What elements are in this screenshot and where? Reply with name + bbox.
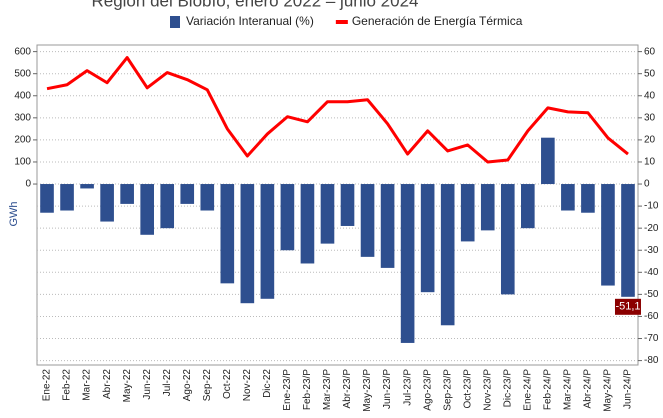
x-tick-label: Abr-23/P: [342, 369, 353, 409]
bar: [80, 184, 94, 189]
bar: [200, 184, 215, 211]
x-tick-label: Mar-24/P: [563, 369, 574, 410]
x-tick-label: Jul-23/P: [402, 369, 413, 406]
x-tick-label: Feb-23/P: [302, 369, 313, 410]
x-tick-label: Ago-22: [182, 369, 193, 402]
bar: [460, 184, 475, 242]
y-tick-label: 200: [14, 135, 31, 146]
y2-tick-label: 40: [644, 90, 656, 101]
x-tick-label: Dic-23/P: [502, 369, 513, 408]
bar: [420, 184, 435, 293]
bar: [220, 184, 235, 284]
y-tick-label: 100: [14, 157, 31, 168]
bar: [500, 184, 515, 295]
y2-tick-label: 20: [644, 135, 656, 146]
y2-tick-label: 50: [644, 68, 656, 79]
y-axis-label: GWh: [8, 201, 20, 226]
bar: [60, 184, 74, 211]
bar: [40, 184, 54, 213]
y2-tick-label: -20: [644, 223, 659, 234]
bar: [120, 184, 134, 204]
x-tick-label: Feb-22: [62, 369, 73, 401]
x-tick-label: Nov-23/P: [482, 369, 493, 411]
bar: [380, 184, 395, 268]
bar: [180, 184, 195, 204]
x-tick-label: Abr-22: [102, 369, 113, 399]
x-tick-label: May-22: [122, 369, 133, 403]
x-tick-label: Sep-22: [202, 369, 213, 402]
y-tick-label: 300: [14, 112, 31, 123]
bar: [240, 184, 255, 304]
bar: [280, 184, 295, 251]
y2-tick-label: -40: [644, 267, 659, 278]
x-tick-label: Mar-23/P: [322, 369, 333, 410]
x-tick-label: Ene-23/P: [282, 369, 293, 411]
plot-frame: [36, 44, 639, 366]
legend-label: Generación de Energía Térmica: [352, 14, 523, 28]
y-tick-label: 400: [14, 90, 31, 101]
bar: [400, 184, 415, 343]
x-tick-label: Abr-24/P: [583, 369, 594, 409]
bar: [521, 184, 535, 229]
x-tick-label: Jun-24/P: [623, 369, 634, 409]
x-tick-label: May-23/P: [362, 369, 373, 412]
bar: [581, 184, 595, 213]
data-label: -51,1: [615, 301, 640, 313]
x-tick-label: Nov-22: [242, 369, 253, 402]
bar: [340, 184, 355, 226]
x-tick-label: Jul-22: [162, 369, 173, 397]
x-tick-label: Mar-22: [82, 369, 93, 401]
x-tick-label: Jun-23/P: [382, 369, 393, 409]
bar: [480, 184, 495, 231]
bar: [160, 184, 175, 229]
x-tick-label: Ene-24/P: [522, 369, 533, 411]
y2-tick-label: -70: [644, 333, 659, 344]
y2-tick-label: -60: [644, 311, 659, 322]
y2-tick-label: 0: [644, 179, 650, 190]
line: [46, 56, 629, 164]
x-tick-label: Feb-24/P: [542, 369, 553, 410]
bar: [260, 184, 275, 299]
bar: [561, 184, 575, 211]
x-tick-label: Oct-22: [222, 369, 233, 399]
y2-tick-label: -80: [644, 355, 659, 366]
bar: [360, 184, 375, 257]
y2-tick-label: -30: [644, 245, 659, 256]
y2-tick-label: 60: [644, 46, 656, 57]
bar: [140, 184, 154, 235]
y2-tick-label: -50: [644, 289, 659, 300]
chart-title: Región del Biobío, enero 2022 – junio 20…: [91, 0, 418, 10]
y2-tick-label: 10: [644, 157, 656, 168]
bar: [601, 184, 615, 286]
x-tick-label: Sep-23/P: [442, 369, 453, 411]
y2-tick-label: -10: [644, 201, 659, 212]
x-tick-label: Ene-22: [42, 369, 53, 402]
x-tick-label: Oct-23/P: [462, 369, 473, 409]
data-label-box: [614, 298, 641, 315]
y-tick-label: 500: [14, 68, 31, 79]
x-tick-label: Dic-22: [262, 369, 273, 398]
legend-swatch: [335, 20, 348, 24]
legend-label: Variación Interanual (%): [186, 14, 314, 28]
x-tick-label: Jun-22: [142, 369, 153, 400]
y-tick-label: 600: [14, 46, 31, 57]
bar: [541, 137, 555, 185]
bar: [100, 184, 114, 222]
bar: [300, 184, 315, 264]
legend-swatch: [170, 16, 180, 28]
bar: [440, 184, 455, 326]
y-tick-label: 0: [25, 179, 31, 190]
bar: [320, 184, 335, 244]
bar: [621, 184, 635, 297]
x-tick-label: May-24/P: [603, 369, 614, 412]
x-tick-label: Ago-23/P: [422, 369, 433, 411]
y2-tick-label: 30: [644, 112, 656, 123]
